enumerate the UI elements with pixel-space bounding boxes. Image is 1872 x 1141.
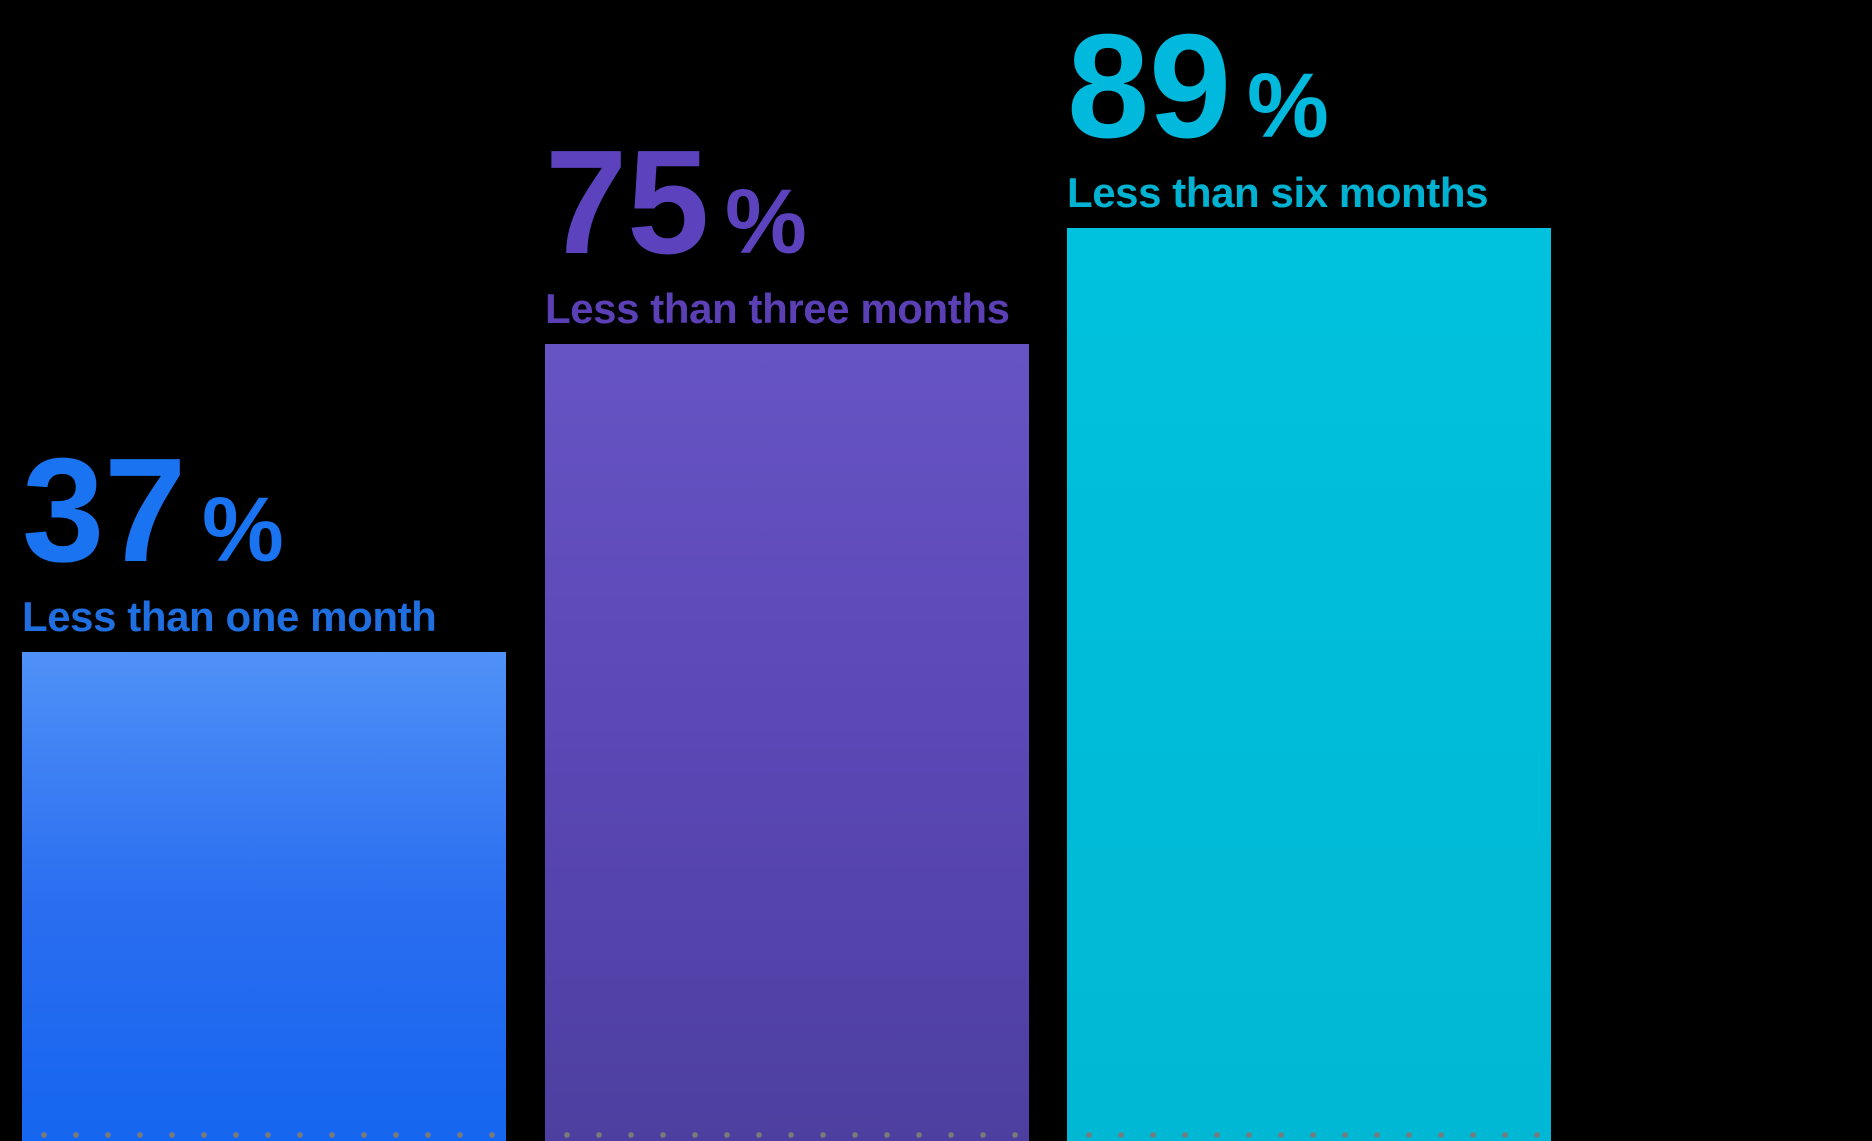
bar-label-block-1: 37 % Less than one month: [22, 427, 437, 641]
bar-value-1: 37 %: [22, 427, 436, 593]
bar-caption-1: Less than one month: [22, 593, 437, 640]
bar-rect-2: [545, 344, 1029, 1141]
bar-value-number-1: 37: [22, 427, 186, 593]
dotted-baseline-3: [1067, 1131, 1551, 1139]
bar-group-less-than-six-months: 89 % Less than six months: [1067, 0, 1551, 1141]
bar-rect-3: [1067, 228, 1551, 1141]
bar-value-unit-2: %: [724, 170, 807, 273]
bar-group-less-than-one-month: 37 % Less than one month: [22, 0, 506, 1141]
bar-value-unit-1: %: [201, 478, 284, 581]
bar-caption-3: Less than six months: [1067, 169, 1489, 216]
bar-value-2: 75 %: [545, 119, 1010, 285]
bar-value-3: 89 %: [1067, 3, 1488, 169]
bar-label-block-2: 75 % Less than three months: [545, 119, 1010, 333]
dotted-baseline-1: [22, 1131, 506, 1139]
bar-rect-1: [22, 652, 506, 1141]
dotted-baseline-2: [545, 1131, 1029, 1139]
bar-value-number-3: 89: [1067, 3, 1231, 169]
bar-caption-2: Less than three months: [545, 285, 1010, 332]
bar-value-unit-3: %: [1246, 54, 1329, 157]
bar-group-less-than-three-months: 75 % Less than three months: [545, 0, 1029, 1141]
bar-label-block-3: 89 % Less than six months: [1067, 3, 1489, 217]
bar-value-number-2: 75: [545, 119, 709, 285]
